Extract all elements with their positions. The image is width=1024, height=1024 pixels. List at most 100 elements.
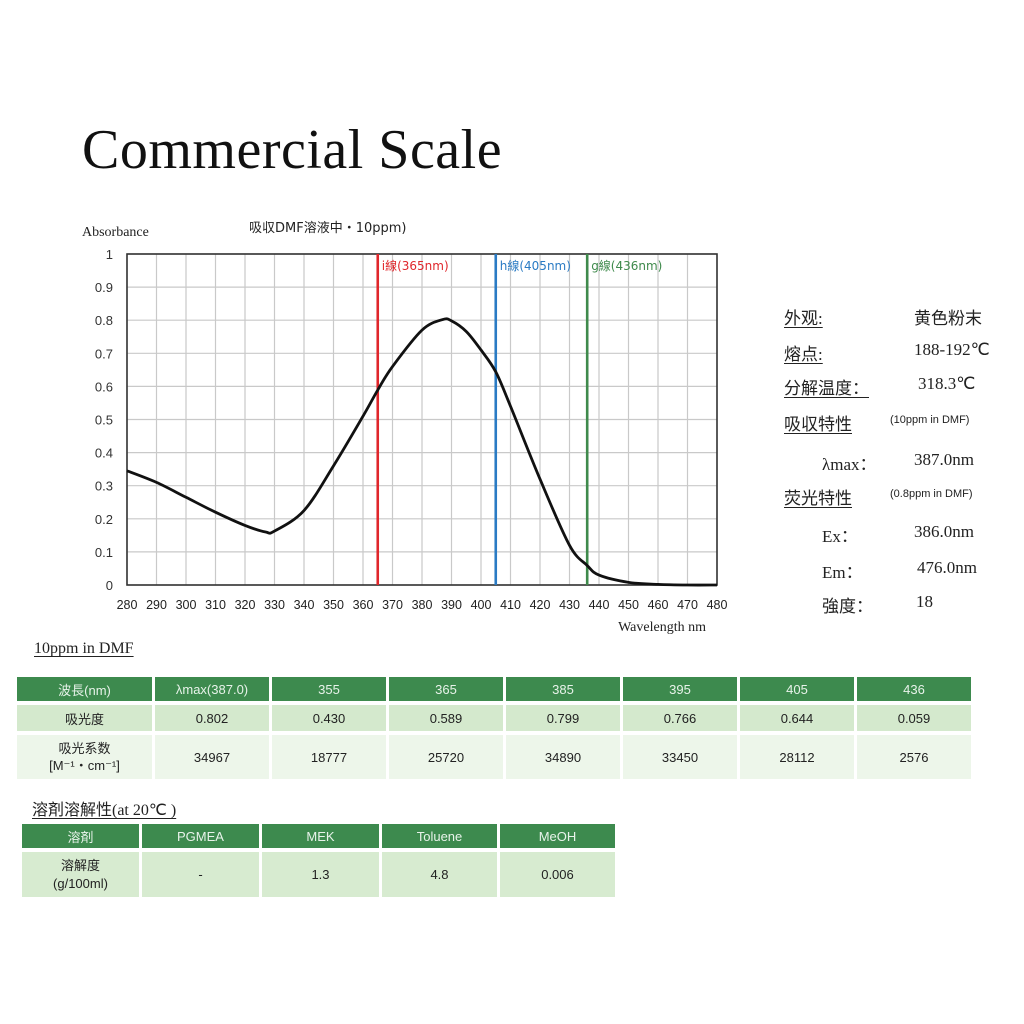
y-tick-label: 0: [106, 578, 113, 593]
table-cell: 0.799: [506, 705, 620, 731]
property-value: 387.0nm: [914, 450, 974, 469]
property-label: 強度：: [822, 597, 873, 616]
table-header-cell: 385: [506, 677, 620, 701]
property-value: 476.0nm: [917, 558, 977, 577]
table-header-cell: 溶剤: [22, 824, 139, 848]
absorbance-chart: 0 0.1 0.2 0.3 0.4 0.5 0.6 0.7 0.8 0.9 1 280 290 300 31…: [82, 221, 728, 635]
table-cell: 0.802: [155, 705, 269, 731]
x-tick-label: 470: [677, 598, 698, 612]
table-cell: 34890: [506, 735, 620, 779]
table-cell: 0.006: [500, 852, 615, 897]
table-header-cell: 436: [857, 677, 971, 701]
y-tick-label: 0.3: [95, 479, 113, 494]
table-cell: 0.589: [389, 705, 503, 731]
x-tick-label: 340: [294, 598, 315, 612]
plot-frame: [126, 253, 718, 586]
property-label: 外观:: [784, 309, 823, 328]
property-label: Ex：: [822, 527, 858, 546]
table-cell: 34967: [155, 735, 269, 779]
property-label: 熔点:: [784, 345, 823, 364]
marker-label: h線(405nm): [500, 258, 571, 273]
table-cell: 4.8: [382, 852, 497, 897]
table-cell: 0.430: [272, 705, 386, 731]
table-header-cell: 365: [389, 677, 503, 701]
table-cell: 33450: [623, 735, 737, 779]
table-row: 吸光度 0.802 0.430 0.589 0.799 0.766 0.644 0.059: [17, 705, 971, 731]
x-tick-label: 450: [618, 598, 639, 612]
table-header-cell: 405: [740, 677, 854, 701]
absorbance-curve: [126, 317, 718, 587]
x-axis-label: Wavelength nm: [618, 620, 706, 635]
table-header-cell: PGMEA: [142, 824, 259, 848]
table-cell: 2576: [857, 735, 971, 779]
table-header-cell: λmax(387.0): [155, 677, 269, 701]
x-tick-label: 460: [648, 598, 669, 612]
absorption-table-title: 10ppm in DMF: [34, 640, 134, 657]
table-header-cell: 355: [272, 677, 386, 701]
table-cell: 18777: [272, 735, 386, 779]
row-label-text: 吸光系数: [58, 741, 111, 756]
table-cell: 0.766: [623, 705, 737, 731]
property-value: 318.3℃: [918, 374, 976, 393]
x-tick-label: 350: [323, 598, 344, 612]
x-tick-label: 280: [117, 598, 138, 612]
row-label: 溶解度 (g/100ml): [22, 852, 139, 897]
property-label: Em：: [822, 563, 863, 582]
y-tick-label: 0.5: [95, 413, 113, 428]
y-tick-label: 0.9: [95, 280, 113, 295]
x-tick-label: 300: [176, 598, 197, 612]
x-tick-label: 400: [471, 598, 492, 612]
row-unit-text: [M⁻¹・cm⁻¹]: [49, 758, 120, 773]
property-label: 分解温度：: [784, 379, 869, 398]
y-tick-label: 0.8: [95, 313, 113, 328]
marker-label: g線(436nm): [591, 258, 662, 273]
table-row: 吸光系数 [M⁻¹・cm⁻¹] 34967 18777 25720 34890 33450 2…: [17, 735, 971, 779]
y-tick-label: 0.4: [95, 446, 113, 461]
table-cell: 0.059: [857, 705, 971, 731]
y-tick-label: 0.7: [95, 346, 113, 361]
x-tick-label: 360: [353, 598, 374, 612]
x-tick-label: 420: [530, 598, 551, 612]
table-cell: 25720: [389, 735, 503, 779]
table-header-cell: Toluene: [382, 824, 497, 848]
y-axis-label: Absorbance: [82, 225, 149, 240]
x-tick-label: 480: [707, 598, 728, 612]
row-label-text: 吸光度: [64, 711, 104, 727]
table-row: 溶解度 (g/100ml) -1.3 4.8 0.006: [22, 852, 615, 897]
y-tick-label: 0.6: [95, 379, 113, 394]
table-header-cell: 395: [623, 677, 737, 701]
table-header-cell: MEK: [262, 824, 379, 848]
y-tick-label: 0.1: [95, 545, 113, 560]
solubility-table-title: 溶剤溶解性(at 20℃ ): [32, 802, 177, 819]
chart-canvas: 0 0.1 0.2 0.3 0.4 0.5 0.6 0.7 0.8 0.9 1 280 290 300 31…: [82, 221, 728, 635]
y-tick-label: 1: [106, 247, 113, 262]
x-tick-label: 290: [146, 598, 167, 612]
row-unit-text: (g/100ml): [53, 875, 108, 891]
property-value: 18: [916, 592, 933, 611]
y-tick-label: 0.2: [95, 512, 113, 527]
table-header-cell: 波長(nm): [17, 677, 152, 701]
table-cell: 0.644: [740, 705, 854, 731]
row-label-text: 溶解度: [60, 857, 100, 873]
table-cell: 1.3: [262, 852, 379, 897]
page-title: Commercial Scale: [82, 119, 503, 181]
x-tick-label: 320: [235, 598, 256, 612]
x-tick-label: 330: [264, 598, 285, 612]
chart-title: 吸収DMF溶液中・10ppm): [249, 221, 407, 236]
marker-label: i線(365nm): [382, 258, 449, 273]
x-tick-label: 380: [412, 598, 433, 612]
absorption-table: 波長(nm) λmax(387.0) 355 365 385 395 405 436 吸光度 0…: [14, 673, 974, 783]
x-tick-label: 410: [500, 598, 521, 612]
property-label: 荧光特性: [784, 489, 852, 508]
row-label: 吸光度: [17, 705, 152, 731]
solubility-table: 溶剤 PGMEA MEK Toluene MeOH 溶解度 (g/100ml) -1.3 4.…: [19, 820, 618, 901]
property-note: (10ppm in DMF): [890, 414, 970, 426]
x-tick-label: 430: [559, 598, 580, 612]
property-label: λmax：: [822, 455, 877, 474]
property-value: 黄色粉末: [914, 309, 982, 328]
property-label: 吸収特性: [784, 415, 852, 434]
x-tick-label: 370: [382, 598, 403, 612]
table-header-cell: MeOH: [500, 824, 615, 848]
property-note: (0.8ppm in DMF): [890, 488, 973, 500]
x-tick-label: 440: [589, 598, 610, 612]
